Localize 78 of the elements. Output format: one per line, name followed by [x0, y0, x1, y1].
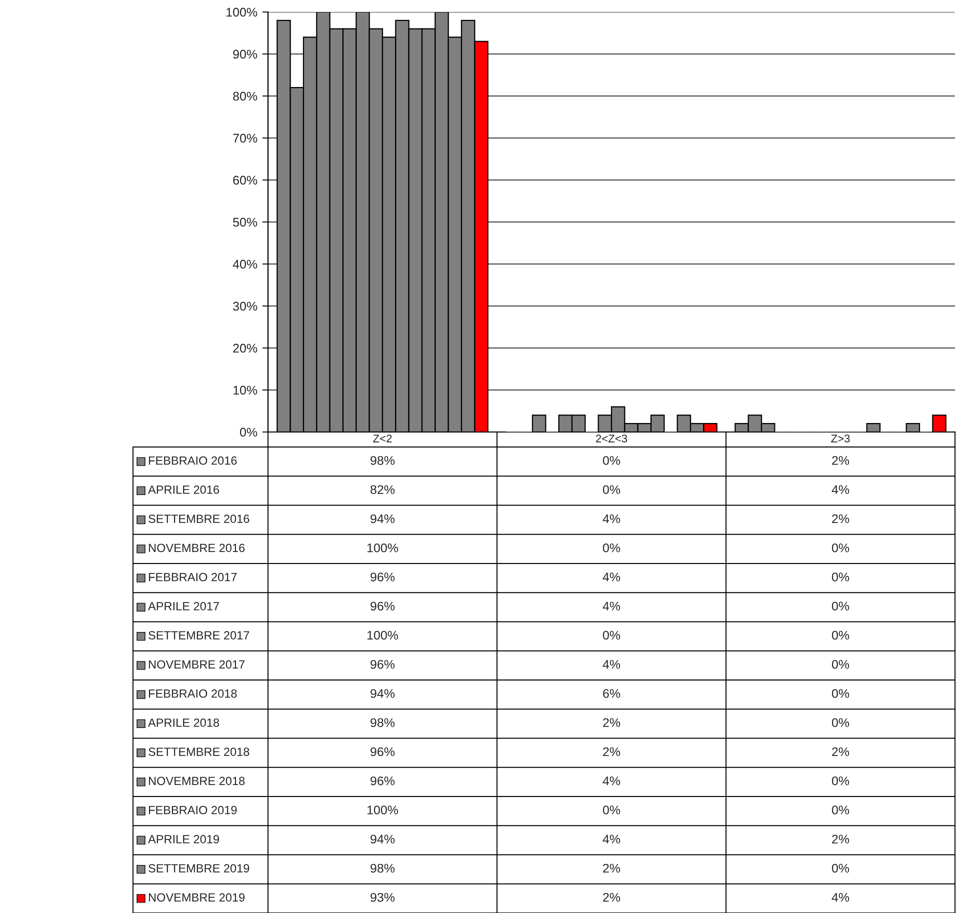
data-label: 0%: [832, 689, 850, 698]
legend-label: APRILE 2018: [148, 718, 220, 727]
data-label: 0%: [602, 806, 620, 814]
y-tick-label: 10%: [234, 386, 258, 395]
y-tick-label: 20%: [233, 344, 258, 353]
data-label: 4%: [602, 514, 620, 524]
data-label: 0%: [602, 543, 620, 552]
data-label: 4%: [602, 602, 620, 610]
data-label: 2%: [832, 456, 850, 465]
data-label: 94%: [370, 834, 395, 844]
legend-label: NOVEMBRE 2016: [148, 544, 245, 552]
y-tick-label: 50%: [233, 218, 258, 227]
data-label: 4%: [832, 892, 850, 902]
x-tick-label: Z>3: [831, 434, 850, 442]
data-label: 100%: [367, 630, 398, 640]
y-tick-label: 60%: [233, 176, 258, 185]
data-label: 0%: [602, 630, 620, 640]
y-tick-label: 100%: [226, 8, 258, 17]
data-label: 96%: [370, 660, 395, 669]
data-label: 0%: [832, 630, 850, 640]
legend-label: APRILE 2016: [148, 485, 220, 494]
y-tick-label: 30%: [233, 302, 258, 311]
data-label: 0%: [832, 806, 850, 814]
legend-label: APRILE 2017: [148, 602, 219, 610]
legend-label: SETTEMBRE 2019: [148, 864, 250, 872]
data-label: 94%: [370, 514, 395, 524]
data-label: 96%: [370, 776, 395, 786]
data-label: 0%: [832, 776, 850, 786]
data-label: 0%: [832, 864, 850, 873]
legend-label: FEBBRAIO 2019: [148, 806, 237, 814]
y-tick-label: 70%: [233, 134, 258, 143]
data-label: 0%: [832, 602, 850, 611]
data-label: 4%: [602, 834, 620, 844]
legend-label: FEBBRAIO 2017: [148, 572, 237, 582]
data-label: 2%: [603, 718, 620, 727]
data-label: 0%: [832, 660, 850, 669]
data-label: 2%: [832, 747, 850, 756]
data-label: 94%: [370, 689, 395, 698]
data-label: 0%: [602, 456, 620, 465]
data-label: 100%: [367, 806, 398, 814]
legend-label: NOVEMBRE 2017: [148, 660, 245, 669]
legend-label: SETTEMBRE 2018: [148, 748, 250, 756]
y-tick-label: 40%: [232, 260, 258, 269]
data-label: 2%: [603, 892, 620, 902]
data-label: 96%: [370, 747, 395, 756]
data-label: 98%: [370, 718, 395, 728]
data-label: 100%: [367, 543, 398, 552]
legend-label: FEBBRAIO 2018: [148, 689, 237, 698]
data-label: 0%: [832, 718, 850, 728]
y-tick-label: 0%: [240, 428, 258, 437]
data-label: 2%: [832, 514, 850, 524]
data-label: 2%: [603, 864, 620, 873]
legend-label: SETTEMBRE 2016: [148, 514, 250, 523]
data-label: 93%: [370, 892, 395, 902]
data-label: 0%: [602, 485, 620, 494]
data-label: 82%: [370, 485, 395, 494]
data-label: 4%: [832, 485, 850, 494]
data-label: 4%: [602, 572, 620, 582]
data-label: 4%: [602, 776, 620, 786]
data-label: 98%: [370, 456, 395, 465]
y-tick-label: 90%: [233, 50, 258, 59]
data-label: 96%: [370, 602, 395, 611]
data-label: 96%: [370, 572, 395, 582]
legend-label: FEBBRAIO 2016: [148, 456, 237, 465]
x-tick-label: Z<2: [373, 434, 392, 442]
x-tick-label: 2<Z<3: [596, 434, 628, 442]
y-tick-label: 80%: [233, 92, 258, 101]
data-label: 0%: [832, 572, 850, 582]
legend-label: APRILE 2019: [148, 834, 219, 844]
data-label: 6%: [603, 689, 620, 698]
data-label: 98%: [370, 864, 395, 873]
data-label: 2%: [603, 747, 620, 756]
legend-label: NOVEMBRE 2019: [148, 893, 245, 902]
data-label: 2%: [832, 834, 850, 844]
data-label: 0%: [832, 543, 850, 552]
legend-label: SETTEMBRE 2017: [148, 631, 250, 640]
legend-label: NOVEMBRE 2018: [148, 776, 245, 786]
data-label: 4%: [602, 660, 620, 669]
